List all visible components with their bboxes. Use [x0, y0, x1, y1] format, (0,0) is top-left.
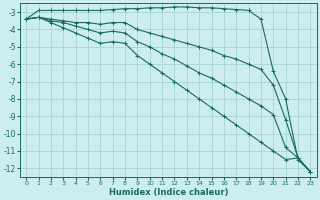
- X-axis label: Humidex (Indice chaleur): Humidex (Indice chaleur): [108, 188, 228, 197]
